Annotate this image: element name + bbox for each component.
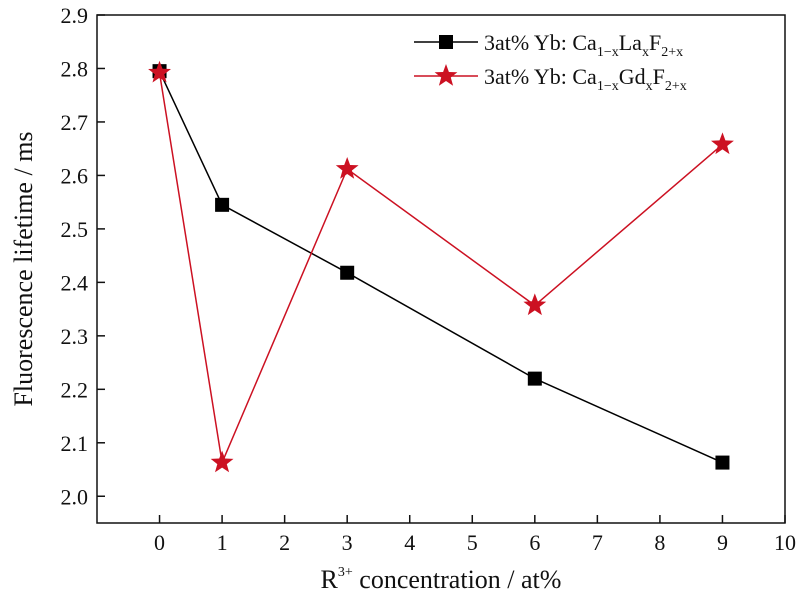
data-point [711, 132, 734, 155]
legend-entry-gd: 3at% Yb: Ca1−xGdxF2+x [414, 64, 687, 94]
y-tick-label: 2.2 [61, 377, 89, 402]
x-axis-label: R3+ concentration / at% [321, 565, 562, 594]
data-point [335, 157, 359, 179]
y-tick-label: 2.5 [61, 217, 89, 242]
legend-label-gd: 3at% Yb: Ca1−xGdxF2+x [484, 64, 687, 94]
series-layer [148, 60, 734, 473]
y-tick-label: 2.1 [61, 431, 89, 456]
x-tick-label: 5 [467, 530, 478, 555]
data-point [523, 293, 547, 316]
x-tick-label: 2 [279, 530, 290, 555]
legend: 3at% Yb: Ca1−xLaxF2+x 3at% Yb: Ca1−xGdxF… [414, 30, 687, 94]
x-tick-label: 3 [342, 530, 353, 555]
data-point [148, 60, 171, 83]
plot-area [96, 14, 786, 524]
legend-entry-la: 3at% Yb: Ca1−xLaxF2+x [414, 30, 683, 60]
x-tick-label: 7 [592, 530, 603, 555]
x-tick-label: 1 [217, 530, 228, 555]
x-axis-label-base: R [321, 565, 339, 594]
series-1 [148, 60, 734, 473]
data-point [210, 450, 234, 473]
y-tick-label: 2.6 [61, 163, 89, 188]
axis-ticks: 0 1 2 3 4 5 6 7 8 9 10 2.0 2.1 2.2 2.3 2.4 2.5 2.6 2.7 2.8 2… [61, 3, 797, 555]
y-tick-label: 2.9 [61, 3, 89, 28]
x-axis-label-sup: 3+ [338, 565, 353, 580]
series-line-1 [158, 72, 723, 466]
legend-marker-gd [434, 64, 458, 86]
series-line-0 [158, 70, 723, 464]
x-tick-label: 10 [774, 530, 796, 555]
data-point [715, 455, 730, 470]
y-axis-label: Fluorescence lifetime / ms [9, 131, 38, 406]
x-tick-label: 8 [654, 530, 665, 555]
x-axis-label-rest: concentration / at% [353, 565, 562, 594]
y-tick-label: 2.0 [61, 484, 89, 509]
y-tick-label: 2.3 [61, 324, 89, 349]
series-0 [152, 64, 730, 470]
legend-label-la: 3at% Yb: Ca1−xLaxF2+x [484, 30, 683, 60]
data-point [340, 265, 355, 280]
x-tick-label: 6 [529, 530, 540, 555]
y-tick-label: 2.4 [61, 270, 89, 295]
data-point [527, 371, 542, 386]
y-tick-label: 2.7 [61, 110, 89, 135]
x-tick-label: 0 [154, 530, 165, 555]
y-tick-label: 2.8 [61, 56, 89, 81]
x-tick-label: 9 [717, 530, 728, 555]
data-point [215, 197, 230, 212]
legend-marker-la [439, 35, 453, 49]
x-tick-label: 4 [404, 530, 415, 555]
